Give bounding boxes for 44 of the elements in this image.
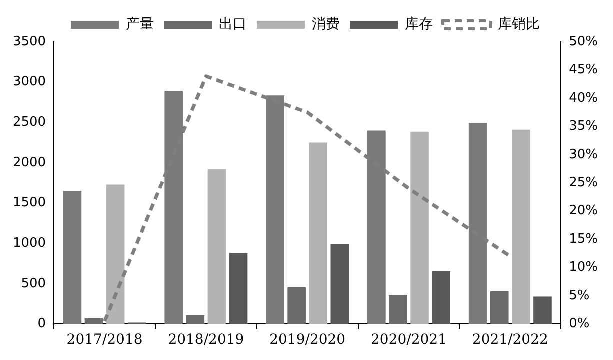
y-tick-label: 2000 <box>12 155 46 170</box>
bar <box>309 142 328 324</box>
legend-label: 库存 <box>405 16 433 33</box>
y2-tick-label: 20% <box>569 204 598 219</box>
bar <box>288 288 306 324</box>
bar <box>490 292 509 324</box>
bar <box>63 191 82 324</box>
y-tick-label: 3000 <box>12 74 46 90</box>
legend-label: 库销比 <box>498 16 540 33</box>
bar <box>330 244 350 324</box>
legend-label: 产量 <box>126 16 154 33</box>
bar <box>389 295 408 324</box>
y-tick-label: 1500 <box>12 196 46 211</box>
y2-tick-label: 15% <box>569 232 598 247</box>
y2-tick-label: 40% <box>569 90 598 106</box>
x-tick-label: 2019/2020 <box>270 332 346 348</box>
x-tick-label: 2017/2018 <box>66 332 143 348</box>
bar <box>208 169 226 324</box>
y-tick-label: 1000 <box>12 236 46 251</box>
y2-tick-label: 5% <box>569 288 590 304</box>
y2-tick-label: 25% <box>569 175 598 190</box>
bar <box>512 130 530 324</box>
y-tick-label: 0 <box>38 316 46 332</box>
x-tick-label: 2021/2022 <box>472 332 548 348</box>
y2-tick-label: 10% <box>569 260 598 276</box>
bar <box>186 315 205 324</box>
bar <box>84 318 104 324</box>
y2-tick-label: 35% <box>569 119 598 134</box>
legend-label: 出口 <box>219 16 247 33</box>
x-tick-label: 2020/2021 <box>371 332 447 348</box>
legend-label: 消费 <box>312 16 340 33</box>
bar <box>106 184 125 324</box>
y2-tick-label: 0% <box>569 316 590 332</box>
y2-tick-label: 50% <box>569 34 598 50</box>
y-tick-label: 2500 <box>12 115 46 130</box>
y2-tick-label: 30% <box>569 147 598 162</box>
bar <box>534 296 552 324</box>
y2-tick-label: 45% <box>569 62 598 78</box>
y-tick-label: 500 <box>21 276 46 292</box>
bar <box>432 271 450 324</box>
bar <box>229 253 248 324</box>
y-tick-label: 3500 <box>12 34 46 50</box>
bar <box>410 132 429 324</box>
x-tick-label: 2018/2019 <box>168 332 244 348</box>
